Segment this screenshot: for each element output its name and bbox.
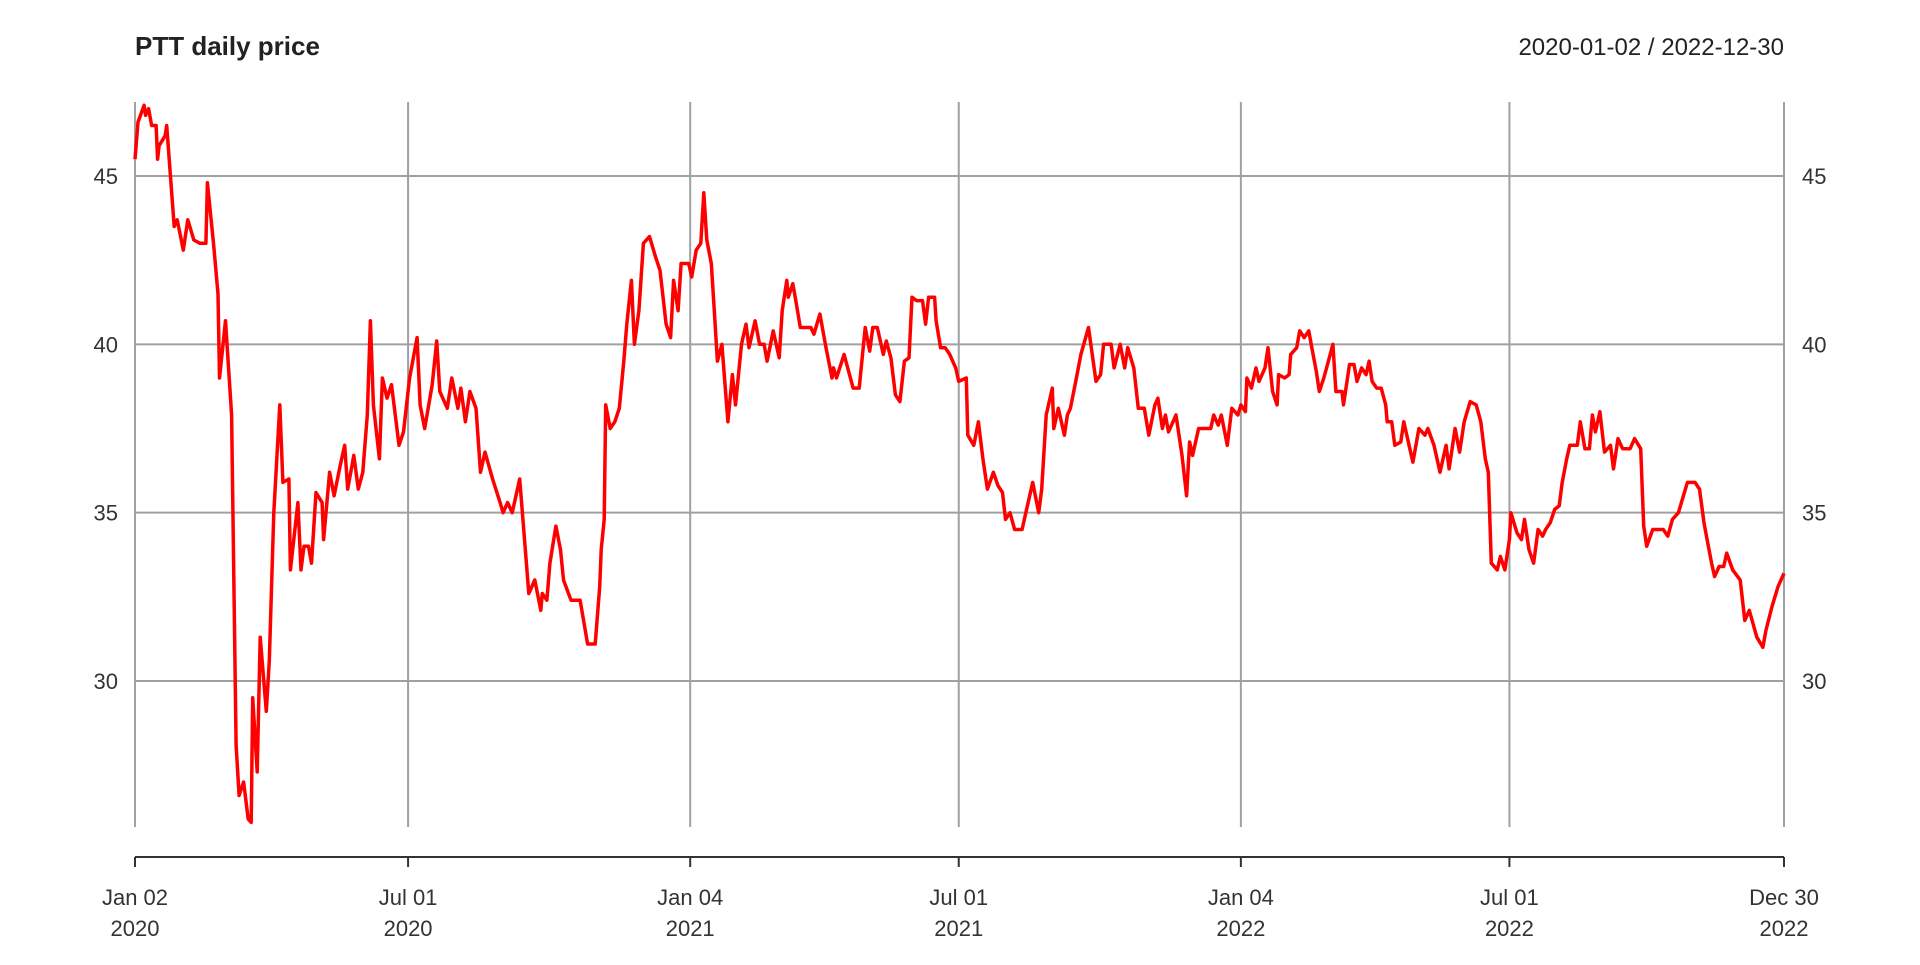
x-tick-label-year: 2022: [1760, 916, 1809, 941]
gridlines: [134, 102, 1785, 827]
x-tick-label-date: Jan 04: [1208, 885, 1274, 910]
x-tick-label-date: Jan 02: [102, 885, 168, 910]
date-range: 2020-01-02 / 2022-12-30: [1518, 34, 1784, 61]
x-tick-label-date: Jul 01: [929, 885, 988, 910]
x-tick-label-year: 2022: [1216, 916, 1265, 941]
x-axis: Jan 02 2020 Jul 01 2020 Jan 04 2021 Jul 01 2021…: [102, 856, 1819, 941]
y-tick-label-left: 45: [94, 164, 118, 189]
x-tick-label-year: 2021: [934, 916, 983, 941]
y-tick-label-right: 45: [1802, 164, 1826, 189]
y-tick-label-right: 30: [1802, 669, 1826, 694]
x-tick-label-year: 2021: [666, 916, 715, 941]
y-tick-label-right: 40: [1802, 332, 1826, 357]
x-tick-label-date: Jul 01: [379, 885, 438, 910]
price-line: [133, 103, 1786, 825]
y-tick-label-left: 35: [94, 501, 118, 526]
y-axis: 30 30 35 35 40 40 45 45: [94, 164, 1827, 694]
x-tick-label-year: 2022: [1485, 916, 1534, 941]
y-tick-label-left: 40: [94, 332, 118, 357]
x-tick-label-year: 2020: [111, 916, 160, 941]
chart-title: PTT daily price: [135, 31, 320, 61]
x-tick-label-year: 2020: [384, 916, 433, 941]
series-group: [133, 103, 1786, 825]
x-tick-label-date: Jul 01: [1480, 885, 1539, 910]
y-tick-label-right: 35: [1802, 501, 1826, 526]
x-tick-label-date: Jan 04: [657, 885, 723, 910]
y-tick-label-left: 30: [94, 669, 118, 694]
x-tick-label-date: Dec 30: [1749, 885, 1819, 910]
